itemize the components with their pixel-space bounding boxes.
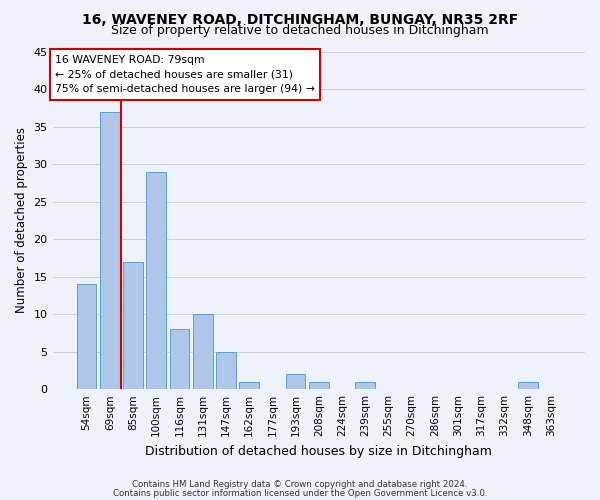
Bar — [355, 382, 375, 389]
Bar — [309, 382, 329, 389]
Y-axis label: Number of detached properties: Number of detached properties — [15, 128, 28, 314]
Bar — [193, 314, 212, 389]
Bar — [100, 112, 119, 389]
Text: Contains HM Land Registry data © Crown copyright and database right 2024.: Contains HM Land Registry data © Crown c… — [132, 480, 468, 489]
Bar — [286, 374, 305, 389]
Bar — [77, 284, 97, 389]
X-axis label: Distribution of detached houses by size in Ditchingham: Distribution of detached houses by size … — [145, 444, 492, 458]
Bar — [518, 382, 538, 389]
Bar — [216, 352, 236, 389]
Bar — [170, 329, 190, 389]
Bar — [146, 172, 166, 389]
Text: Size of property relative to detached houses in Ditchingham: Size of property relative to detached ho… — [111, 24, 489, 37]
Text: 16, WAVENEY ROAD, DITCHINGHAM, BUNGAY, NR35 2RF: 16, WAVENEY ROAD, DITCHINGHAM, BUNGAY, N… — [82, 12, 518, 26]
Bar — [239, 382, 259, 389]
Bar — [123, 262, 143, 389]
Text: Contains public sector information licensed under the Open Government Licence v3: Contains public sector information licen… — [113, 489, 487, 498]
Text: 16 WAVENEY ROAD: 79sqm
← 25% of detached houses are smaller (31)
75% of semi-det: 16 WAVENEY ROAD: 79sqm ← 25% of detached… — [55, 55, 315, 94]
